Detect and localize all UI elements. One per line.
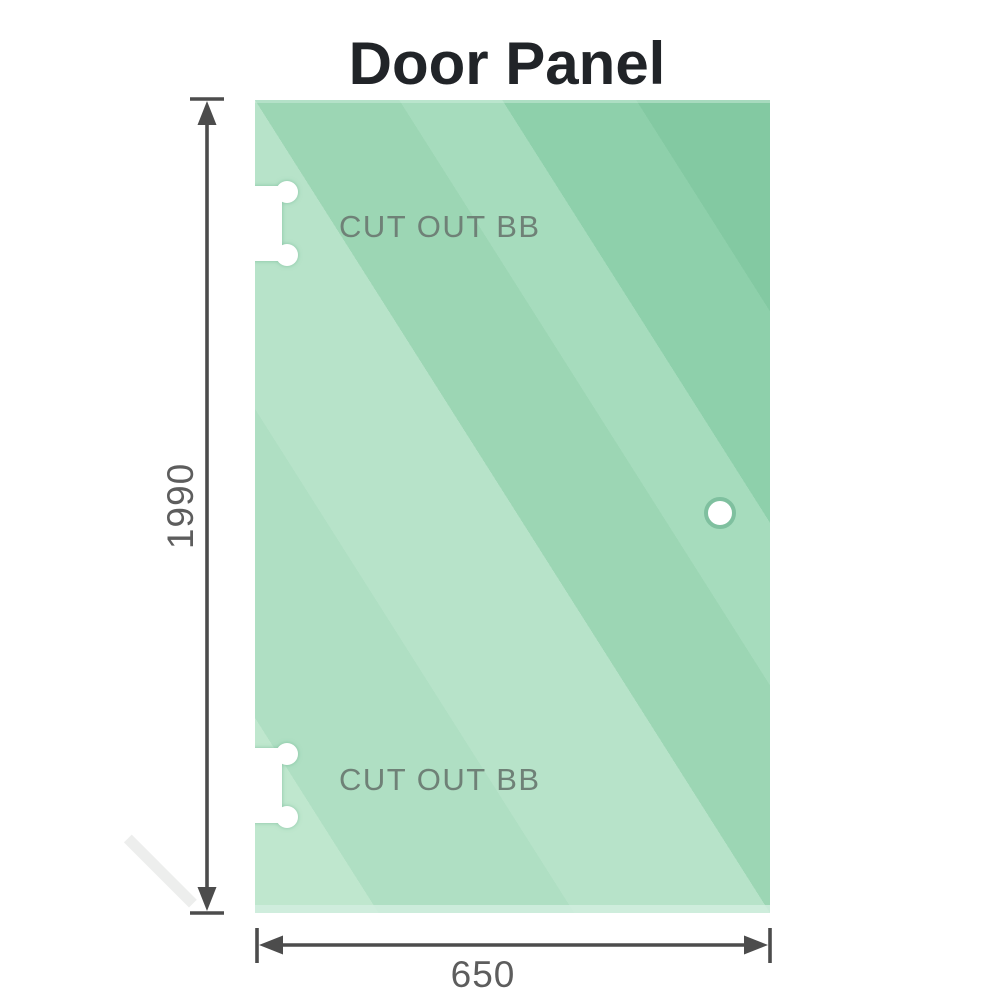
arrow-right-icon: [744, 935, 768, 955]
width-dimension-value: 650: [451, 954, 516, 995]
arrow-down-icon: [197, 887, 217, 911]
handle-hole-icon: [704, 497, 736, 529]
arrow-left-icon: [259, 935, 283, 955]
panel-top-edge-highlight: [255, 100, 770, 103]
page-title: Door Panel: [349, 30, 666, 97]
height-dimension: 1990: [160, 97, 224, 915]
arrow-up-icon: [197, 101, 217, 125]
glass-panel: [255, 100, 770, 913]
width-dimension: 650: [255, 928, 772, 995]
height-dimension-value: 1990: [160, 463, 201, 549]
cutout-bottom-label: CUT OUT BB: [339, 762, 541, 797]
hinge-cutout-top-icon: [255, 181, 298, 266]
hinge-cutout-bottom-icon: [255, 743, 298, 828]
panel-bottom-edge-highlight: [255, 905, 770, 913]
glass-reflection-artifact: [123, 834, 197, 908]
cutout-top-label: CUT OUT BB: [339, 209, 541, 244]
